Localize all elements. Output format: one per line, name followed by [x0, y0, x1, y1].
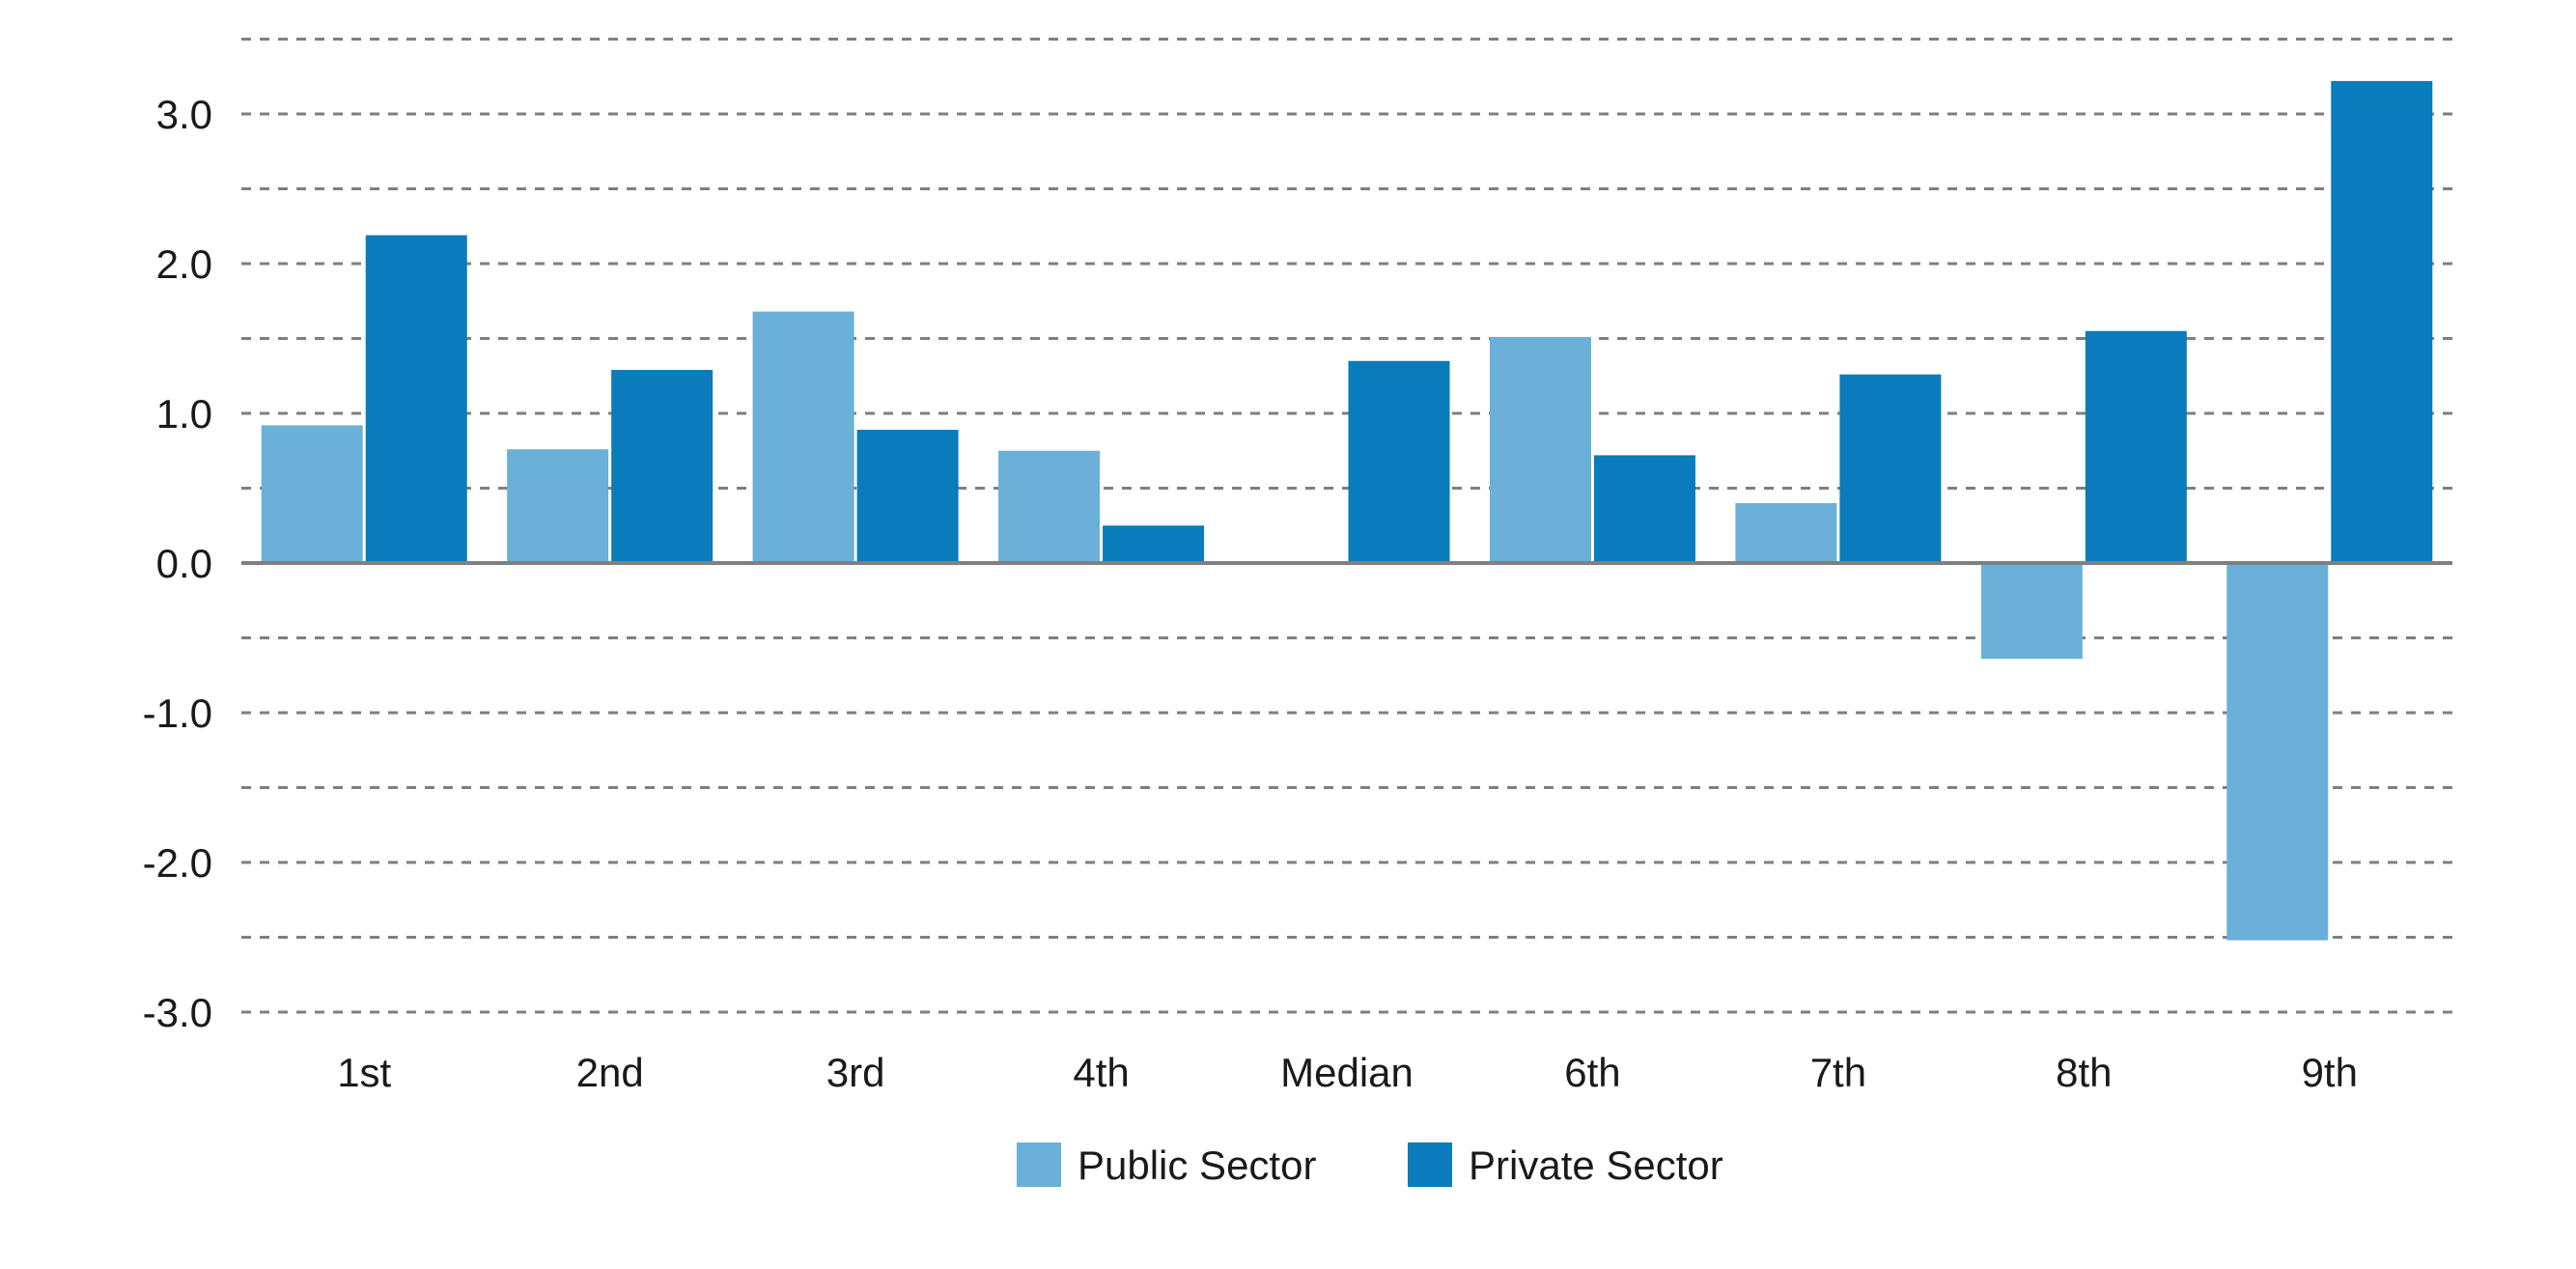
- x-axis-tick-labels: 1st 2nd 3rd 4th Median 6th 7th 8th 9th: [337, 1050, 2358, 1095]
- x-tick-label: 8th: [2056, 1050, 2112, 1095]
- private-sector-legend-swatch: [1408, 1142, 1452, 1187]
- public-sector-legend-swatch: [1017, 1142, 1061, 1187]
- x-tick-label: 9th: [2302, 1050, 2358, 1095]
- bars: [261, 80, 2433, 941]
- x-tick-label: 3rd: [826, 1050, 885, 1095]
- gridlines: [241, 38, 2452, 1014]
- x-tick-label: Median: [1280, 1050, 1414, 1095]
- public-sector-bar-8th: [1980, 563, 2083, 660]
- public-sector-bar-3rd: [752, 311, 854, 563]
- public-sector-bar-4th: [998, 450, 1101, 563]
- private-sector-bar-8th: [2085, 330, 2187, 563]
- y-tick-label: 0.0: [156, 541, 212, 586]
- y-tick-label: -3.0: [143, 990, 212, 1035]
- private-sector-bar-6th: [1593, 455, 1695, 563]
- private-sector-legend-label: Private Sector: [1469, 1142, 1723, 1188]
- private-sector-bar-3rd: [856, 430, 959, 563]
- private-sector-bar-median: [1348, 360, 1450, 563]
- public-sector-legend-label: Public Sector: [1078, 1142, 1316, 1188]
- x-tick-label: 4th: [1073, 1050, 1129, 1095]
- private-sector-bar-7th: [1839, 374, 1942, 563]
- y-tick-label: 3.0: [156, 92, 212, 137]
- private-sector-bar-4th: [1103, 525, 1205, 563]
- x-tick-label: 2nd: [576, 1050, 644, 1095]
- public-sector-bar-2nd: [507, 449, 609, 563]
- x-tick-label: 6th: [1564, 1050, 1620, 1095]
- y-tick-label: 2.0: [156, 241, 212, 287]
- y-tick-label: -1.0: [143, 691, 212, 736]
- x-tick-label: 1st: [337, 1050, 391, 1095]
- private-sector-bar-1st: [365, 235, 467, 564]
- private-sector-bar-2nd: [611, 370, 714, 563]
- public-sector-bar-1st: [261, 425, 363, 563]
- legend: Public Sector Private Sector: [1017, 1142, 1723, 1188]
- public-sector-bar-9th: [2226, 563, 2329, 941]
- y-axis-tick-labels: 3.0 2.0 1.0 0.0 -1.0 -2.0 -3.0: [143, 92, 212, 1035]
- y-tick-label: 1.0: [156, 391, 212, 437]
- private-sector-bar-9th: [2331, 80, 2433, 564]
- public-sector-bar-6th: [1489, 336, 1591, 563]
- x-tick-label: 7th: [1810, 1050, 1866, 1095]
- public-sector-bar-7th: [1735, 503, 1837, 563]
- y-tick-label: -2.0: [143, 840, 212, 886]
